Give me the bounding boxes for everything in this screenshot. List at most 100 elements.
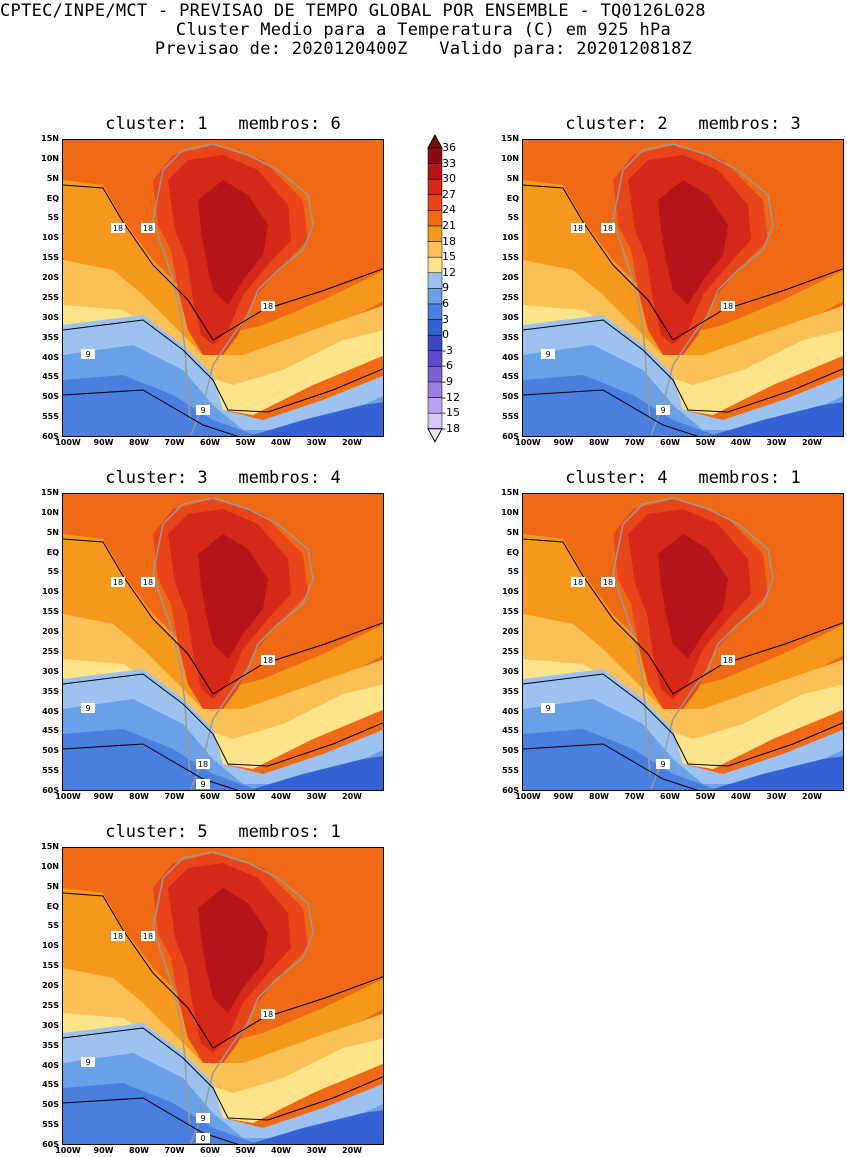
contour-label: 9 — [200, 1114, 205, 1123]
contour-label: 9 — [545, 350, 550, 359]
longitude-tick-label: 100W — [55, 1146, 81, 1155]
contour-label: 9 — [200, 780, 205, 789]
contour-label: 9 — [85, 1058, 90, 1067]
contour-label-box — [111, 931, 125, 941]
latitude-tick-label: 60S — [42, 1140, 59, 1149]
figure-header-line-3: Previsao de: 2020120400Z Valido para: 20… — [154, 39, 693, 59]
contour-label: 18 — [603, 224, 613, 233]
longitude-tick-label: 100W — [55, 792, 81, 801]
latitude-tick-label: 30S — [502, 312, 519, 322]
longitude-tick-label: 20W — [802, 792, 822, 801]
temperature-band — [198, 534, 268, 659]
contour-line — [523, 673, 843, 767]
latitude-tick-label: 50S — [502, 746, 519, 756]
colorbar-level-label: 27 — [442, 187, 456, 201]
longitude-tick-label: 30W — [306, 792, 327, 801]
contour-label: 18 — [143, 932, 153, 941]
contour-label: 9 — [85, 704, 90, 713]
longitude-tick-label: 90W — [553, 438, 574, 447]
contour-label-box — [196, 759, 210, 769]
contour-line — [63, 1027, 383, 1121]
colorbar-swatch — [427, 334, 443, 352]
longitude-tick-label: 90W — [553, 792, 574, 801]
temperature-band — [249, 402, 383, 436]
contour-label: 9 — [200, 406, 205, 415]
latitude-tick-label: 45S — [42, 726, 59, 736]
latitude-tick-label: 60S — [42, 432, 59, 441]
latitude-tick-label: 5N — [506, 173, 519, 183]
contour-line — [63, 673, 383, 767]
latitude-tick-label: 60S — [502, 786, 519, 795]
contour-label-box — [261, 655, 275, 665]
latitude-tick-label: 35S — [502, 332, 519, 342]
contour-label-box — [81, 349, 95, 359]
latitude-tick-label: 15N — [41, 134, 59, 143]
latitude-tick-label: 15S — [42, 961, 59, 971]
map-panel: 18 18 18 9 9 — [62, 139, 384, 437]
longitude-tick-label: 30W — [306, 1146, 327, 1155]
contour-label-box — [721, 301, 735, 311]
latitude-tick-label: 5N — [46, 527, 59, 537]
contour-label: 18 — [263, 1010, 273, 1019]
contour-label: 18 — [113, 224, 123, 233]
contour-line — [63, 538, 383, 695]
latitude-tick-label: 10N — [41, 153, 59, 163]
longitude-tick-label: 60W — [660, 792, 680, 801]
contour-label-box — [141, 577, 155, 587]
colorbar-level-label: 9 — [442, 281, 449, 295]
colorbar-swatch — [427, 256, 443, 274]
latitude-tick-label: 55S — [42, 766, 59, 776]
latitude-tick-label: EQ — [506, 193, 519, 203]
figure-header-line-2: Cluster Medio para a Temperatura (C) em … — [175, 20, 672, 40]
latitude-tick-label: 30S — [502, 666, 519, 676]
colorbar-level-label: -18 — [442, 421, 460, 435]
latitude-tick-label: 20S — [42, 981, 59, 991]
coastline — [152, 851, 314, 1144]
latitude-tick-label: 5S — [47, 213, 59, 223]
map-panel: 18 18 18 9 9 — [522, 139, 844, 437]
colorbar-swatch — [427, 210, 443, 227]
colorbar-level-label: 3 — [442, 312, 449, 326]
latitude-tick-label: 25S — [502, 646, 519, 656]
longitude-tick-label: 100W — [515, 792, 541, 801]
longitude-tick-label: 30W — [306, 438, 327, 447]
latitude-tick-label: EQ — [46, 901, 59, 911]
coastline — [152, 143, 314, 436]
contour-line — [63, 389, 239, 436]
colorbar-level-label: 21 — [442, 219, 456, 232]
longitude-tick-label: 40W — [271, 792, 291, 801]
colorbar-swatch — [427, 241, 443, 258]
latitude-tick-label: 5S — [47, 567, 59, 577]
colorbar-level-label: 24 — [442, 203, 456, 217]
colorbar-level-label: -6 — [442, 359, 453, 373]
colorbar-max-arrow — [427, 134, 443, 149]
contour-label: 9 — [660, 406, 665, 415]
longitude-tick-label: 70W — [164, 792, 185, 801]
contour-label: 9 — [545, 704, 550, 713]
panel-title: cluster: 3 membros: 4 — [105, 468, 341, 488]
longitude-tick-label: 70W — [164, 1146, 185, 1155]
longitude-tick-label: 40W — [271, 1146, 291, 1155]
longitude-tick-label: 70W — [624, 438, 645, 447]
longitude-tick-label: 80W — [129, 438, 149, 447]
latitude-tick-label: 5N — [46, 881, 59, 891]
latitude-tick-label: 25S — [42, 646, 59, 656]
colorbar-level-label: 36 — [442, 141, 456, 154]
colorbar-level-label: 6 — [442, 297, 449, 310]
temperature-band — [249, 756, 383, 790]
latitude-tick-label: EQ — [46, 547, 59, 557]
coastline — [612, 497, 774, 790]
latitude-tick-label: 15S — [502, 607, 519, 617]
longitude-tick-label: 80W — [129, 792, 149, 801]
latitude-tick-label: 10N — [501, 153, 519, 163]
map-panel: 18 18 18 9 18 9 — [62, 493, 384, 791]
latitude-tick-label: 40S — [42, 352, 59, 362]
longitude-tick-label: 80W — [129, 1146, 149, 1155]
latitude-tick-label: 10S — [42, 587, 59, 597]
temperature-band — [658, 180, 728, 305]
latitude-tick-label: 10S — [502, 233, 519, 243]
contour-line — [523, 743, 699, 790]
contour-label-box — [571, 577, 585, 587]
longitude-tick-label: 60W — [660, 438, 680, 447]
latitude-tick-label: 25S — [42, 1000, 59, 1010]
